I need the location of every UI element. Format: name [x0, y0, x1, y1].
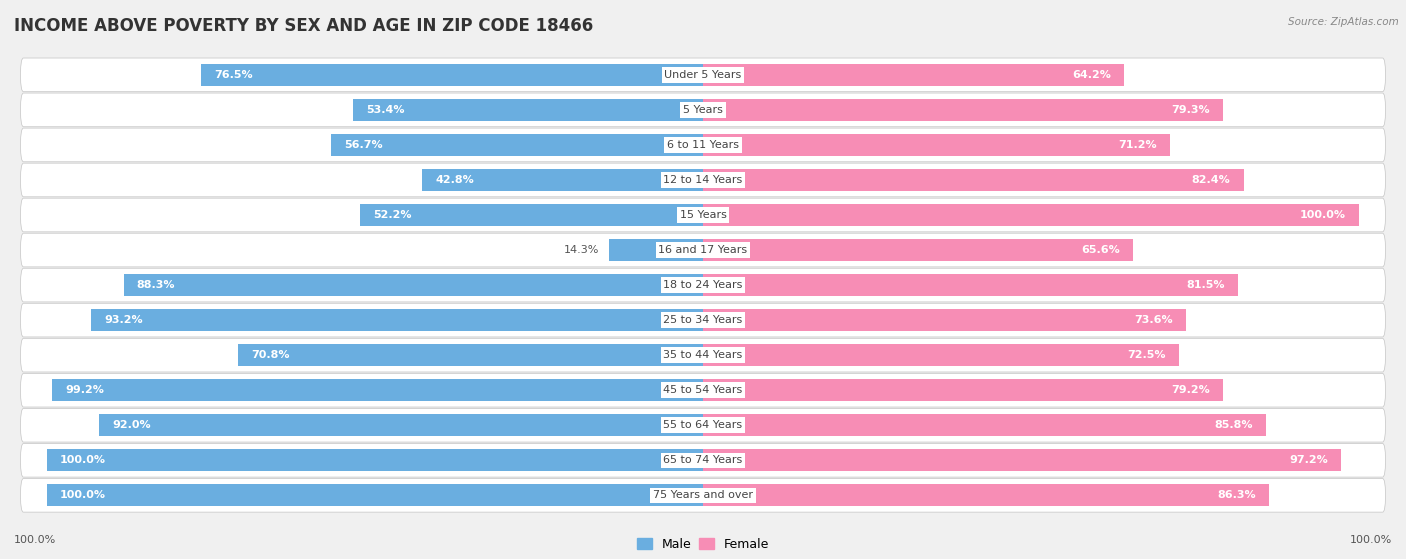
Text: 79.2%: 79.2%: [1171, 385, 1209, 395]
Text: 16 and 17 Years: 16 and 17 Years: [658, 245, 748, 255]
Bar: [703, 134, 1170, 156]
Bar: [703, 309, 1185, 331]
Text: 86.3%: 86.3%: [1218, 490, 1256, 500]
Text: 15 Years: 15 Years: [679, 210, 727, 220]
Bar: [703, 64, 1125, 86]
Bar: [239, 344, 703, 366]
Text: 100.0%: 100.0%: [60, 490, 105, 500]
Bar: [703, 414, 1265, 436]
FancyBboxPatch shape: [21, 198, 1385, 232]
Bar: [100, 414, 703, 436]
FancyBboxPatch shape: [21, 338, 1385, 372]
Text: 25 to 34 Years: 25 to 34 Years: [664, 315, 742, 325]
FancyBboxPatch shape: [21, 93, 1385, 127]
Bar: [609, 239, 703, 261]
Text: 99.2%: 99.2%: [65, 385, 104, 395]
Bar: [703, 380, 1223, 401]
Text: 100.0%: 100.0%: [1301, 210, 1346, 220]
FancyBboxPatch shape: [21, 304, 1385, 337]
Bar: [703, 169, 1244, 191]
Text: 76.5%: 76.5%: [214, 70, 253, 80]
FancyBboxPatch shape: [21, 268, 1385, 302]
Text: 100.0%: 100.0%: [1350, 535, 1392, 545]
Text: 75 Years and over: 75 Years and over: [652, 490, 754, 500]
Bar: [46, 449, 703, 471]
Text: 35 to 44 Years: 35 to 44 Years: [664, 350, 742, 360]
Text: 72.5%: 72.5%: [1128, 350, 1166, 360]
Text: 18 to 24 Years: 18 to 24 Years: [664, 280, 742, 290]
Bar: [703, 344, 1178, 366]
Text: 100.0%: 100.0%: [60, 455, 105, 465]
Bar: [703, 99, 1223, 121]
Bar: [703, 449, 1341, 471]
Bar: [46, 485, 703, 506]
Text: 71.2%: 71.2%: [1118, 140, 1157, 150]
FancyBboxPatch shape: [21, 233, 1385, 267]
Bar: [703, 239, 1133, 261]
Bar: [703, 485, 1270, 506]
FancyBboxPatch shape: [21, 443, 1385, 477]
FancyBboxPatch shape: [21, 163, 1385, 197]
Text: 56.7%: 56.7%: [344, 140, 382, 150]
Text: 92.0%: 92.0%: [112, 420, 150, 430]
Legend: Male, Female: Male, Female: [631, 533, 775, 556]
Text: 85.8%: 85.8%: [1215, 420, 1253, 430]
Text: 45 to 54 Years: 45 to 54 Years: [664, 385, 742, 395]
Bar: [330, 134, 703, 156]
Text: INCOME ABOVE POVERTY BY SEX AND AGE IN ZIP CODE 18466: INCOME ABOVE POVERTY BY SEX AND AGE IN Z…: [14, 17, 593, 35]
Bar: [360, 204, 703, 226]
Text: 64.2%: 64.2%: [1073, 70, 1111, 80]
Text: 81.5%: 81.5%: [1187, 280, 1225, 290]
FancyBboxPatch shape: [21, 128, 1385, 162]
Bar: [52, 380, 703, 401]
Text: Under 5 Years: Under 5 Years: [665, 70, 741, 80]
Text: 5 Years: 5 Years: [683, 105, 723, 115]
Bar: [703, 274, 1237, 296]
Text: 65 to 74 Years: 65 to 74 Years: [664, 455, 742, 465]
Text: 97.2%: 97.2%: [1289, 455, 1327, 465]
Text: 100.0%: 100.0%: [14, 535, 56, 545]
Text: 79.3%: 79.3%: [1171, 105, 1211, 115]
FancyBboxPatch shape: [21, 409, 1385, 442]
Bar: [703, 204, 1360, 226]
Text: 14.3%: 14.3%: [564, 245, 599, 255]
Text: 12 to 14 Years: 12 to 14 Years: [664, 175, 742, 185]
Text: 42.8%: 42.8%: [436, 175, 474, 185]
Bar: [124, 274, 703, 296]
Bar: [201, 64, 703, 86]
FancyBboxPatch shape: [21, 479, 1385, 512]
Bar: [91, 309, 703, 331]
Bar: [353, 99, 703, 121]
Text: 55 to 64 Years: 55 to 64 Years: [664, 420, 742, 430]
Bar: [422, 169, 703, 191]
Text: 6 to 11 Years: 6 to 11 Years: [666, 140, 740, 150]
Text: 73.6%: 73.6%: [1135, 315, 1173, 325]
Text: 82.4%: 82.4%: [1192, 175, 1230, 185]
Text: 88.3%: 88.3%: [136, 280, 176, 290]
FancyBboxPatch shape: [21, 58, 1385, 92]
Text: 65.6%: 65.6%: [1081, 245, 1121, 255]
FancyBboxPatch shape: [21, 373, 1385, 407]
Text: 93.2%: 93.2%: [104, 315, 143, 325]
Text: 70.8%: 70.8%: [252, 350, 290, 360]
Text: 53.4%: 53.4%: [366, 105, 405, 115]
Text: Source: ZipAtlas.com: Source: ZipAtlas.com: [1288, 17, 1399, 27]
Text: 52.2%: 52.2%: [374, 210, 412, 220]
